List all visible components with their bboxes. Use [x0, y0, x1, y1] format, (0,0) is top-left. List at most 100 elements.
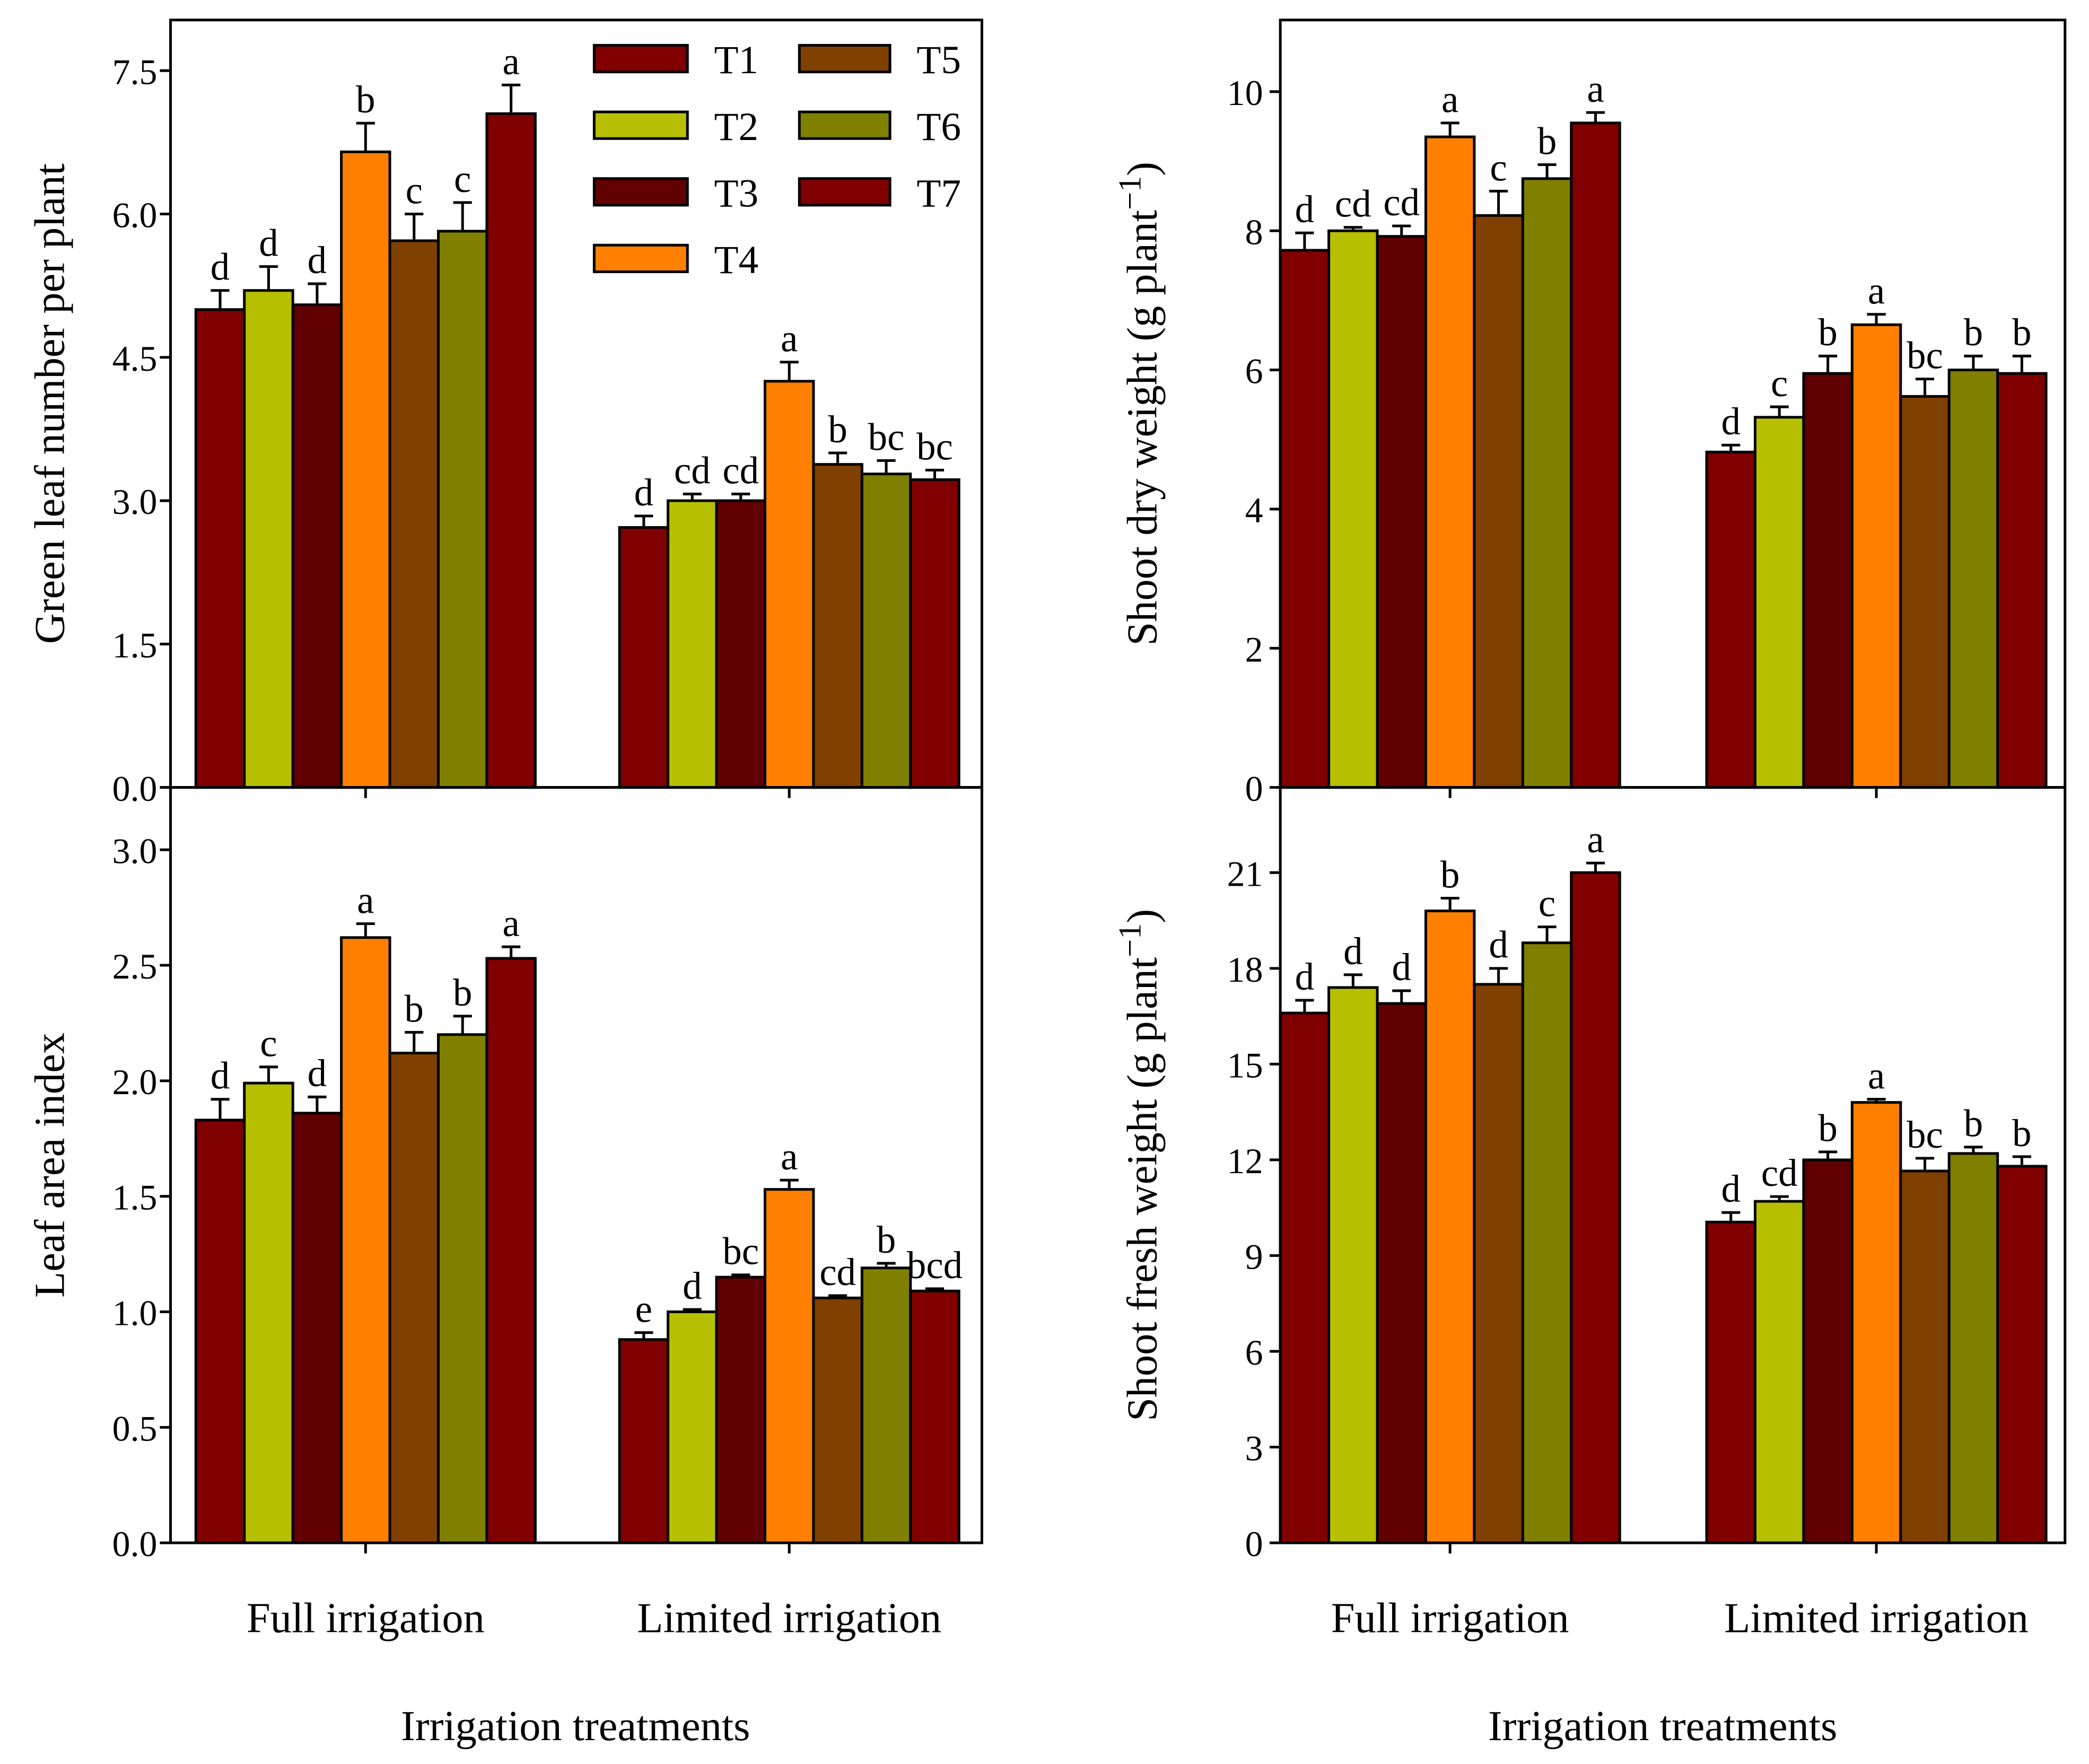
- y-tick-label: 2: [1245, 630, 1263, 669]
- significance-letter: d: [1489, 923, 1508, 966]
- significance-letter: c: [1539, 882, 1555, 925]
- y-tick-label: 15: [1227, 1045, 1263, 1085]
- bar-t5: [388, 1052, 440, 1544]
- y-axis-label: Leaf area index: [27, 1033, 74, 1298]
- bar-t5: [812, 463, 863, 789]
- legend-swatch-t3: [592, 177, 689, 207]
- bar-t1: [1279, 1011, 1331, 1544]
- significance-letter: bc: [1907, 334, 1943, 377]
- significance-letter: bc: [916, 425, 953, 468]
- significance-letter: c: [1490, 146, 1507, 189]
- y-tick-label: 8: [1245, 212, 1263, 252]
- significance-letter: a: [781, 1135, 798, 1178]
- bar-t2: [667, 1310, 718, 1544]
- significance-letter: d: [1721, 1167, 1741, 1210]
- x-tick-label: Full irrigation: [1331, 1594, 1569, 1641]
- significance-letter: b: [1964, 311, 1983, 354]
- bar-t7: [909, 1289, 960, 1544]
- significance-letter: b: [405, 987, 424, 1030]
- bar-t7: [1570, 871, 1621, 1544]
- significance-letter: cd: [1383, 181, 1420, 224]
- significance-letter: b: [356, 78, 375, 121]
- significance-letter: cd: [1335, 182, 1371, 225]
- bar-t4: [1424, 910, 1476, 1544]
- significance-letter: b: [453, 971, 472, 1014]
- significance-letter: d: [1343, 930, 1362, 973]
- legend-label-t1: T1: [714, 38, 759, 82]
- leaf-area-index-panel: decddbcaabcdbbabcd0.00.51.01.52.02.53.0F…: [27, 786, 983, 1750]
- legend-swatch-t5: [798, 43, 891, 74]
- y-tick-label: 0.5: [112, 1409, 158, 1448]
- y-tick-label: 1.5: [112, 1178, 158, 1218]
- bar-t3: [1376, 235, 1427, 789]
- x-tick-label: Limited irrigation: [637, 1594, 941, 1641]
- significance-letter: d: [1392, 946, 1411, 989]
- significance-letter: bcd: [907, 1244, 963, 1287]
- significance-letter: b: [1440, 853, 1459, 896]
- y-tick-label: 4.5: [112, 339, 158, 379]
- significance-letter: a: [1868, 269, 1885, 312]
- significance-letter: d: [1295, 955, 1314, 998]
- bar-t1: [618, 526, 670, 789]
- significance-letter: a: [781, 317, 798, 360]
- significance-letter: e: [635, 1288, 652, 1331]
- bar-t3: [291, 303, 343, 789]
- y-tick-label: 21: [1227, 854, 1263, 894]
- significance-letter: a: [1587, 67, 1604, 110]
- bar-t7: [1570, 121, 1621, 789]
- bar-t1: [618, 1338, 670, 1544]
- legend-swatch-t4: [592, 243, 689, 273]
- significance-letter: c: [1771, 362, 1788, 405]
- x-axis-label: Irrigation treatments: [401, 1702, 750, 1750]
- significance-letter: cd: [819, 1251, 856, 1294]
- significance-letter: b: [1537, 119, 1557, 162]
- y-tick-label: 0.0: [112, 1524, 158, 1564]
- y-tick-label: 18: [1227, 950, 1263, 990]
- significance-letter: d: [211, 246, 230, 289]
- y-tick-label: 3.0: [112, 831, 158, 871]
- bar-t2: [1753, 416, 1805, 789]
- bar-t5: [1899, 1169, 1951, 1544]
- bar-t3: [291, 1112, 343, 1544]
- legend-label-t2: T2: [714, 105, 759, 149]
- bar-t5: [388, 239, 440, 789]
- y-tick-label: 0: [1245, 1524, 1263, 1564]
- bar-t7: [485, 957, 537, 1544]
- y-tick-label: 9: [1245, 1237, 1263, 1277]
- bar-t4: [763, 380, 815, 789]
- plot-frame: [169, 786, 983, 1544]
- green-leaf-panel: dddcddcdbacbcbcabc0.01.53.04.56.07.5Gree…: [27, 19, 983, 809]
- significance-letter: c: [454, 158, 471, 200]
- significance-letter: b: [2012, 311, 2031, 354]
- bar-t3: [1376, 1002, 1427, 1544]
- bar-t4: [763, 1188, 815, 1544]
- legend-label-t3: T3: [714, 171, 759, 215]
- y-tick-label: 12: [1227, 1141, 1263, 1181]
- y-tick-label: 1.5: [112, 625, 158, 665]
- legend-swatch-t6: [798, 110, 891, 140]
- legend-label-t5: T5: [916, 38, 961, 82]
- bar-t3: [715, 499, 766, 789]
- significance-letter: a: [1441, 78, 1458, 121]
- significance-letter: d: [308, 1052, 327, 1095]
- bar-t2: [1753, 1200, 1805, 1544]
- significance-letter: cd: [674, 449, 711, 492]
- bar-t5: [1473, 214, 1524, 789]
- bar-t2: [667, 499, 718, 789]
- significance-letter: a: [502, 40, 519, 83]
- y-axis-label: Shoot fresh weight (g plant−1): [1112, 909, 1166, 1421]
- significance-letter: a: [1587, 818, 1604, 861]
- significance-letter: a: [1868, 1054, 1885, 1097]
- bar-t1: [194, 308, 246, 789]
- significance-letter: b: [1818, 311, 1837, 354]
- bar-t6: [860, 473, 912, 789]
- significance-letter: d: [308, 239, 327, 282]
- bar-t4: [1850, 1101, 1902, 1544]
- bar-t6: [1947, 1152, 1999, 1544]
- legend-label-t4: T4: [714, 238, 759, 282]
- bar-t7: [485, 112, 537, 789]
- bar-t2: [243, 289, 294, 789]
- bar-t7: [1996, 372, 2048, 789]
- y-tick-label: 0: [1245, 769, 1263, 809]
